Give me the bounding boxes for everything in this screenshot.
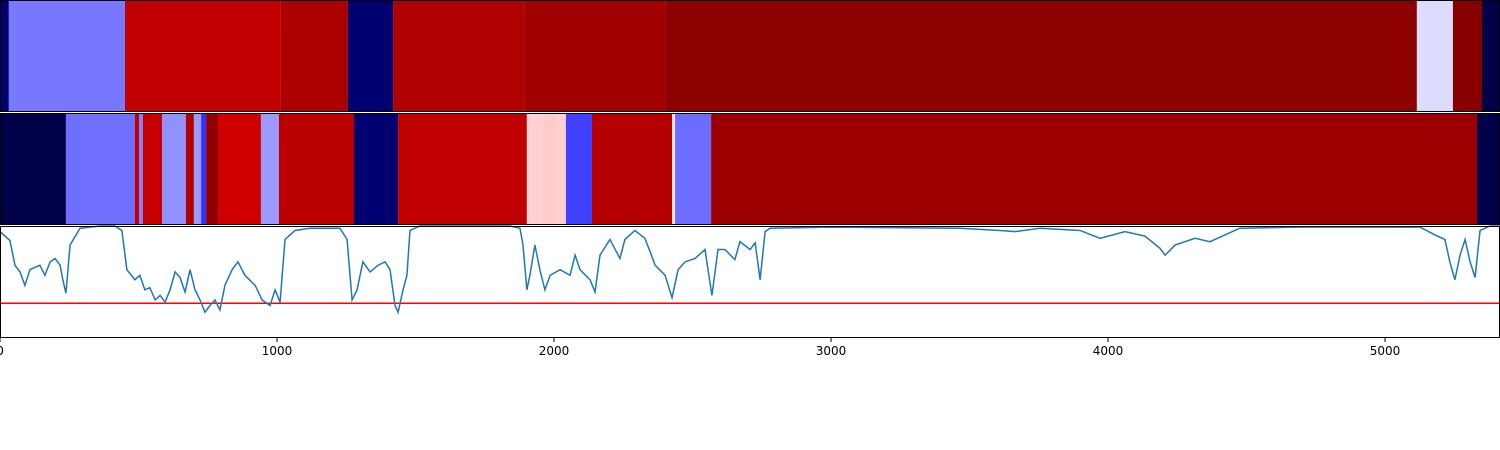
x-tick-label: 3000 [816,344,847,358]
segment [347,0,394,112]
segment [524,0,666,112]
x-tick-label: 1000 [262,344,293,358]
x-tick-label: 4000 [1093,344,1124,358]
segment [1416,0,1453,112]
segment [139,113,143,225]
segment [124,0,281,112]
segment [1452,0,1482,112]
segment [206,113,219,225]
x-tick-label: 0 [0,344,4,358]
segment [201,113,207,225]
segment [354,113,399,225]
segment [393,0,525,112]
segment [675,113,712,225]
x-tick-label: 5000 [1370,344,1401,358]
segment [672,113,676,225]
segment [1481,0,1500,112]
segment [0,0,9,112]
segment [565,113,592,225]
panel-frame [0,226,1500,338]
segment [280,0,348,112]
segment [555,113,566,225]
segment [398,113,527,225]
segment [260,113,279,225]
segment [0,113,66,225]
segment [665,0,1417,112]
segment [218,113,261,225]
segment [134,113,140,225]
segment [8,0,125,112]
segment [711,113,1478,225]
segment [591,113,673,225]
segment [1477,113,1500,225]
segment [526,113,543,225]
segment [142,113,163,225]
segment [162,113,186,225]
x-tick-label: 2000 [539,344,570,358]
segment [65,113,135,225]
segment [542,113,556,225]
segment [193,113,202,225]
segment [185,113,194,225]
segment [278,113,355,225]
series-line [0,225,1500,315]
